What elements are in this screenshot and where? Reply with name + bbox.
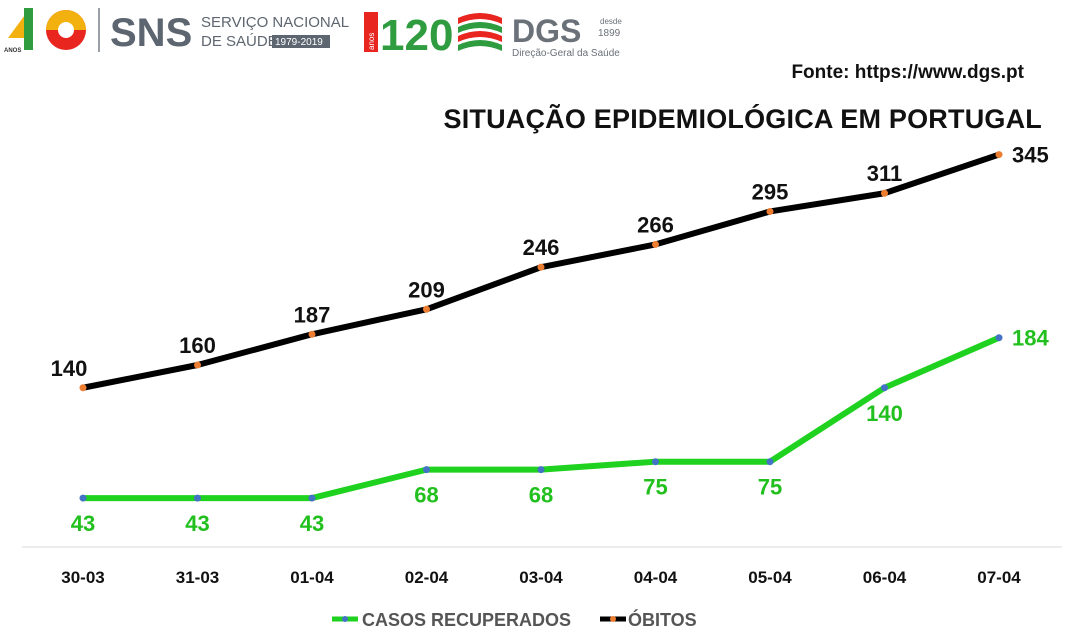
chart-title: SITUAÇÃO EPIDEMIOLÓGICA EM PORTUGAL <box>443 104 1042 134</box>
dgs-years: 120 <box>380 11 453 60</box>
data-label-recuperados: 68 <box>529 483 553 508</box>
sns-name: SNS <box>110 11 192 55</box>
data-label-recuperados: 68 <box>414 483 438 508</box>
series-layer: 43 43 43 68 68 75 75 140 184 140 160 187 209 246 266 29… <box>51 143 1050 537</box>
data-label-obitos: 160 <box>179 333 216 358</box>
data-point-obitos <box>308 330 316 338</box>
data-point-recuperados <box>79 494 87 502</box>
data-point-obitos <box>79 384 87 392</box>
data-label-recuperados: 140 <box>866 401 903 426</box>
x-tick-label: 30-03 <box>61 568 104 587</box>
sns-40-anos-logo: ANOS <box>4 8 86 54</box>
data-label-obitos: 246 <box>523 235 560 260</box>
dgs-since-2: 1899 <box>598 28 621 39</box>
dgs-name: DGS <box>512 13 581 49</box>
data-point-recuperados <box>881 384 888 392</box>
sns-years-sub: ANOS <box>4 48 21 54</box>
x-tick-label: 04-04 <box>634 568 678 587</box>
logos-banner: ANOS SNS SERVIÇO NACIONAL DE SAÚDE 1979-… <box>4 8 622 60</box>
x-tick-label: 07-04 <box>977 568 1021 587</box>
x-tick-label: 31-03 <box>176 568 219 587</box>
data-label-obitos: 266 <box>637 212 674 237</box>
legend: CASOS RECUPERADOS ÓBITOS <box>332 609 697 630</box>
legend-label-obitos: ÓBITOS <box>628 609 697 630</box>
x-tick-labels: 30-03 31-03 01-04 02-04 03-04 04-04 05-04 06-04… <box>61 568 1021 587</box>
dgs-emblem <box>458 13 502 51</box>
x-tick-label: 02-04 <box>405 568 449 587</box>
sns-line2: DE SAÚDE <box>201 33 278 50</box>
data-point-recuperados <box>537 466 545 474</box>
data-label-obitos: 187 <box>294 302 331 327</box>
data-point-recuperados <box>766 458 774 466</box>
data-point-obitos <box>194 361 201 369</box>
series-line-obitos <box>80 151 1002 391</box>
data-point-recuperados <box>194 494 201 502</box>
data-point-obitos <box>766 207 774 215</box>
source-caption: Fonte: https://www.dgs.pt <box>791 62 1024 83</box>
data-point-obitos <box>995 151 1003 159</box>
data-point-obitos <box>881 189 888 197</box>
legend-marker-recuperados <box>342 616 348 622</box>
data-point-recuperados <box>995 334 1003 342</box>
data-point-obitos <box>423 305 430 313</box>
data-label-obitos: 140 <box>51 356 88 381</box>
data-point-recuperados <box>652 458 659 466</box>
dgs-120-anos-logo: anos 120 <box>364 11 453 60</box>
legend-marker-obitos <box>610 616 616 622</box>
x-tick-label: 01-04 <box>290 568 334 587</box>
dgs-years-sub: anos <box>367 33 376 50</box>
data-point-recuperados <box>308 494 316 502</box>
data-point-obitos <box>652 240 659 248</box>
x-tick-label: 05-04 <box>748 568 792 587</box>
data-point-recuperados <box>423 466 430 474</box>
sns-line1: SERVIÇO NACIONAL <box>201 14 349 31</box>
x-tick-label: 06-04 <box>863 568 907 587</box>
data-label-obitos: 345 <box>1012 143 1049 168</box>
data-label-recuperados: 43 <box>185 511 209 536</box>
data-label-recuperados: 43 <box>300 511 324 536</box>
data-label-recuperados: 184 <box>1012 326 1049 351</box>
data-label-obitos: 311 <box>867 161 903 186</box>
dgs-full-name: Direção-Geral da Saúde <box>512 48 620 59</box>
data-label-recuperados: 43 <box>71 511 95 536</box>
data-label-obitos: 209 <box>408 277 445 302</box>
data-point-obitos <box>537 263 545 271</box>
data-label-recuperados: 75 <box>758 475 782 500</box>
sns-range: 1979-2019 <box>275 37 323 48</box>
dgs-since-1: desde <box>600 17 622 26</box>
data-label-obitos: 295 <box>752 179 789 204</box>
data-label-recuperados: 75 <box>643 475 667 500</box>
x-tick-label: 03-04 <box>519 568 563 587</box>
legend-label-recuperados: CASOS RECUPERADOS <box>362 610 571 630</box>
